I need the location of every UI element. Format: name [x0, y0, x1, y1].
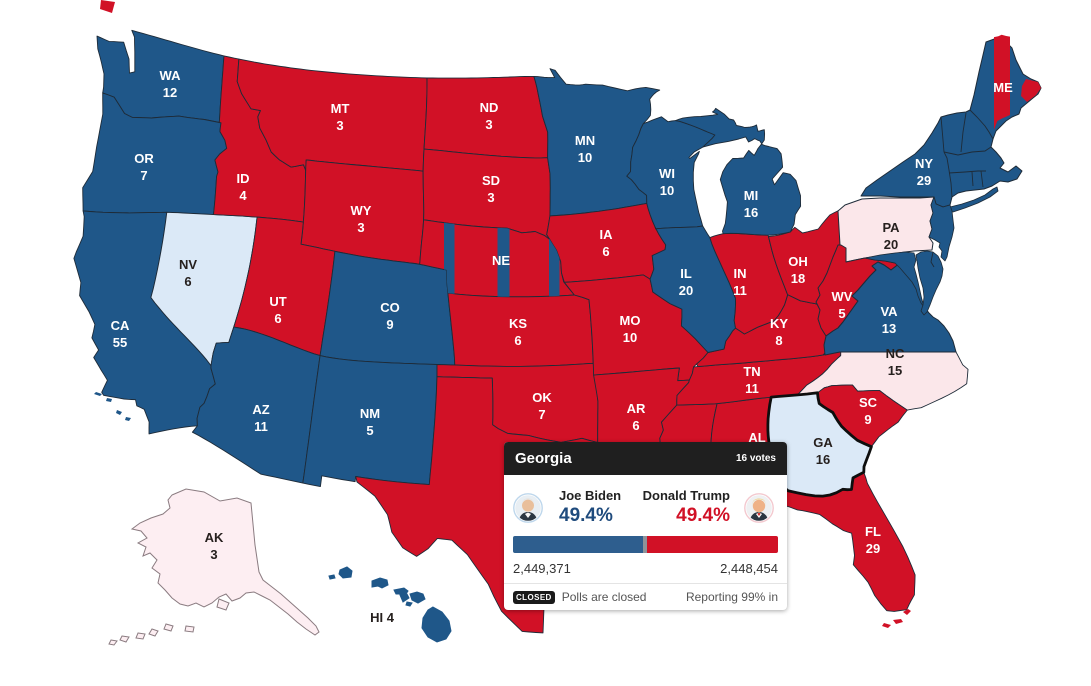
svg-text:4: 4 [239, 188, 247, 203]
svg-text:NV: NV [179, 257, 197, 272]
svg-text:OK: OK [532, 390, 552, 405]
svg-text:20: 20 [884, 237, 898, 252]
svg-text:6: 6 [274, 311, 281, 326]
svg-text:SC: SC [859, 395, 878, 410]
svg-text:VA: VA [880, 304, 898, 319]
svg-text:11: 11 [254, 419, 268, 434]
svg-text:ID: ID [237, 171, 250, 186]
svg-text:7: 7 [140, 168, 147, 183]
svg-text:5: 5 [838, 306, 845, 321]
svg-text:11: 11 [745, 381, 759, 396]
svg-text:MO: MO [620, 313, 641, 328]
svg-text:13: 13 [882, 321, 896, 336]
svg-text:NC: NC [886, 346, 905, 361]
svg-text:TN: TN [743, 364, 760, 379]
svg-text:18: 18 [791, 271, 805, 286]
svg-text:CA: CA [111, 318, 130, 333]
svg-text:MN: MN [575, 133, 595, 148]
svg-text:ND: ND [480, 100, 499, 115]
svg-text:WA: WA [160, 68, 182, 83]
svg-text:KS: KS [509, 316, 527, 331]
svg-text:WI: WI [659, 166, 675, 181]
svg-text:HI 4: HI 4 [370, 610, 395, 625]
svg-text:IA: IA [600, 227, 614, 242]
svg-text:MT: MT [331, 101, 350, 116]
svg-text:3: 3 [336, 118, 343, 133]
svg-text:29: 29 [917, 173, 931, 188]
svg-text:6: 6 [184, 274, 191, 289]
svg-text:7: 7 [538, 407, 545, 422]
svg-text:OH: OH [788, 254, 808, 269]
svg-text:6: 6 [632, 418, 639, 433]
svg-text:10: 10 [660, 183, 674, 198]
svg-text:6: 6 [602, 244, 609, 259]
svg-text:SD: SD [482, 173, 500, 188]
svg-text:MI: MI [744, 188, 758, 203]
svg-text:3: 3 [485, 117, 492, 132]
svg-text:16: 16 [816, 452, 830, 467]
svg-text:55: 55 [113, 335, 127, 350]
svg-text:AZ: AZ [252, 402, 269, 417]
svg-text:UT: UT [269, 294, 286, 309]
svg-text:CO: CO [380, 300, 400, 315]
svg-text:NE: NE [492, 253, 510, 268]
svg-text:GA: GA [813, 435, 833, 450]
svg-text:9: 9 [864, 412, 871, 427]
svg-text:IN: IN [734, 266, 747, 281]
svg-text:ME: ME [993, 80, 1013, 95]
svg-text:WV: WV [832, 289, 853, 304]
svg-text:NY: NY [915, 156, 933, 171]
svg-text:8: 8 [775, 333, 782, 348]
svg-text:AK: AK [205, 530, 224, 545]
svg-text:3: 3 [210, 547, 217, 562]
svg-text:AR: AR [627, 401, 646, 416]
svg-text:10: 10 [578, 150, 592, 165]
svg-text:FL: FL [865, 524, 881, 539]
svg-text:6: 6 [514, 333, 521, 348]
svg-text:AL: AL [748, 430, 765, 445]
svg-text:11: 11 [733, 283, 747, 298]
svg-text:5: 5 [366, 423, 373, 438]
svg-text:IL: IL [680, 266, 692, 281]
svg-text:PA: PA [882, 220, 900, 235]
svg-text:NM: NM [360, 406, 380, 421]
svg-text:9: 9 [386, 317, 393, 332]
svg-text:20: 20 [679, 283, 693, 298]
svg-text:12: 12 [163, 85, 177, 100]
svg-text:10: 10 [623, 330, 637, 345]
svg-text:29: 29 [866, 541, 880, 556]
svg-text:3: 3 [487, 190, 494, 205]
svg-text:WY: WY [351, 203, 372, 218]
svg-text:OR: OR [134, 151, 154, 166]
svg-text:16: 16 [744, 205, 758, 220]
svg-text:15: 15 [888, 363, 902, 378]
svg-text:3: 3 [357, 220, 364, 235]
svg-text:KY: KY [770, 316, 788, 331]
